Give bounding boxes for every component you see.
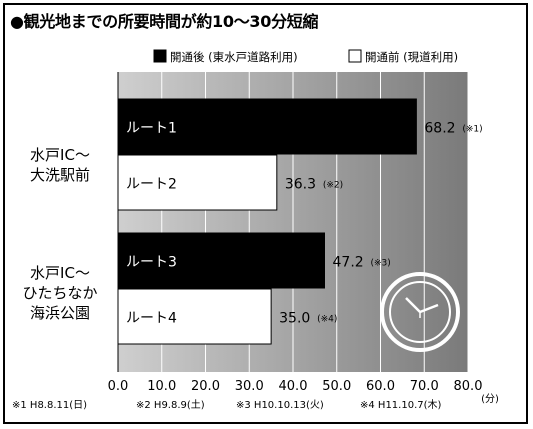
chart-title: ●観光地までの所要時間が約10〜30分短縮 [10, 12, 319, 31]
bar-note-label: (※3) [371, 259, 391, 269]
bar-route-label: ルート3 [126, 255, 177, 271]
x-tick-label: 40.0 [279, 379, 308, 394]
x-tick-label: 0.0 [108, 379, 129, 394]
x-axis: 0.0 10.0 20.0 30.0 40.0 50.0 60.0 70.0 80.0(分) [108, 379, 499, 405]
category-label-line: 水戸IC〜 [30, 146, 90, 164]
legend-swatch [153, 49, 167, 63]
bar-route-label: ルート2 [126, 177, 177, 193]
bar-value-label: 36.3 [285, 177, 316, 193]
bar-route-label: ルート4 [126, 311, 177, 327]
x-tick-label: 20.0 [191, 379, 220, 394]
legend-label: 開通後 (東水戸道路利用) [170, 50, 298, 64]
bar-note-label: (※4) [317, 315, 337, 325]
footnotes: ※1 H8.8.11(日) ※2 H9.8.9(土) ※3 H10.10.13(火)… [12, 398, 442, 411]
bar-value-label: 35.0 [279, 311, 310, 327]
footnote: ※2 H9.8.9(土) [136, 398, 205, 411]
x-axis-unit: (分) [481, 393, 499, 405]
bar-note-label: (※2) [323, 181, 343, 191]
legend-swatch [348, 49, 362, 63]
bar [117, 98, 417, 155]
bar [117, 232, 325, 289]
footnote: ※4 H11.10.7(木) [360, 399, 442, 411]
x-tick-label: 50.0 [322, 379, 351, 394]
footnote: ※3 H10.10.13(火) [236, 399, 324, 411]
bar-note-label: (※1) [462, 125, 482, 135]
bars: ルート1 68.2 (※1) ルート2 36.3 (※2) ルート3 47.2 (※3) ルート4… [117, 98, 483, 345]
category-label-line: ひたちなか [22, 284, 97, 302]
bar-value-label: 47.2 [333, 255, 364, 271]
bar [117, 288, 272, 345]
bar [117, 154, 278, 211]
bar-value-label: 68.2 [424, 121, 455, 137]
x-tick-label: 80.0 [454, 379, 483, 394]
footnote: ※1 H8.8.11(日) [12, 400, 87, 411]
x-tick-label: 70.0 [410, 379, 439, 394]
category-label-line: 大洗駅前 [30, 166, 90, 184]
bar-route-label: ルート1 [126, 121, 177, 137]
clock-icon [380, 272, 460, 352]
legend: 開通後 (東水戸道路利用) 開通前 (現道利用) [153, 49, 458, 64]
x-tick-label: 60.0 [366, 379, 395, 394]
legend-label: 開通前 (現道利用) [365, 50, 458, 64]
category-label-line: 水戸IC〜 [30, 264, 90, 282]
x-tick-label: 10.0 [147, 379, 176, 394]
x-tick-label: 30.0 [235, 379, 264, 394]
category-label-line: 海浜公園 [30, 304, 90, 322]
